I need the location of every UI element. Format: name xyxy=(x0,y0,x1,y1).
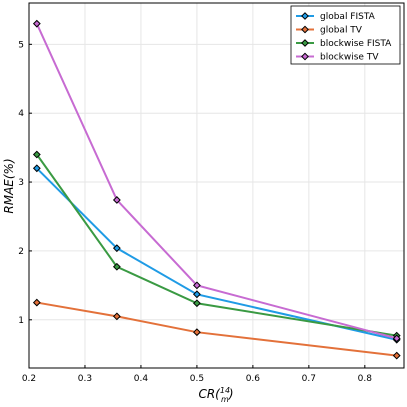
data-point xyxy=(112,312,121,321)
legend-item: blockwise FISTA xyxy=(296,39,392,49)
legend-marker xyxy=(301,25,309,34)
y-tick-label: 1 xyxy=(18,316,24,326)
x-tick-label: 0.6 xyxy=(246,374,261,384)
x-axis-label-main: CR( xyxy=(198,387,221,401)
data-point xyxy=(392,334,401,343)
y-tick-label: 3 xyxy=(18,178,24,188)
legend-item: blockwise TV xyxy=(296,53,379,63)
series-0 xyxy=(32,164,401,344)
x-axis-label-fraction-num: 14 xyxy=(220,386,230,395)
x-tick-label: 0.3 xyxy=(78,374,92,384)
y-axis-label: RMAE(%) xyxy=(2,158,16,213)
y-tick-label: 5 xyxy=(18,40,24,50)
x-axis-label-fraction-den: m xyxy=(221,395,229,404)
data-point xyxy=(193,299,201,308)
legend-label: global FISTA xyxy=(320,12,376,22)
data-point xyxy=(112,262,121,271)
plot-frame xyxy=(28,2,405,369)
tick-layer: 0.2 0.3 0.4 0.5 0.6 0.7 0.8 1 2 3 4 5 xyxy=(18,40,372,384)
legend-marker xyxy=(301,39,309,47)
legend-label: blockwise FISTA xyxy=(320,39,392,49)
series-layer xyxy=(32,19,401,360)
y-tick-label: 4 xyxy=(18,109,24,119)
data-point xyxy=(193,328,201,337)
x-tick-label: 0.4 xyxy=(134,374,149,384)
series-1 xyxy=(32,298,401,360)
x-tick-label: 0.7 xyxy=(302,374,316,384)
x-tick-label: 0.5 xyxy=(190,374,204,384)
data-point xyxy=(112,244,121,253)
legend: global FISTA global TV blockwise FISTA bloc… xyxy=(290,5,401,65)
series-line xyxy=(36,301,397,357)
x-axis-label: CR(14 m) xyxy=(198,386,233,404)
series-line xyxy=(35,23,397,340)
data-point xyxy=(32,19,41,28)
data-point xyxy=(32,164,41,173)
data-point xyxy=(193,290,201,299)
legend-label: blockwise TV xyxy=(320,53,379,63)
data-point xyxy=(32,150,41,159)
series-3 xyxy=(32,19,401,343)
x-tick-label: 0.8 xyxy=(358,374,373,384)
y-tick-label: 2 xyxy=(18,247,24,257)
legend-items: global FISTA global TV blockwise FISTA bloc… xyxy=(296,12,392,63)
legend-marker xyxy=(301,12,309,20)
data-point xyxy=(193,281,201,290)
legend-marker xyxy=(301,52,309,61)
x-axis-label-close: ) xyxy=(228,387,234,401)
series-line xyxy=(36,153,397,337)
series-line xyxy=(36,167,397,341)
x-tick-label: 0.2 xyxy=(22,374,36,384)
data-point xyxy=(112,196,121,204)
legend-item: global FISTA xyxy=(296,12,376,22)
legend-label: global TV xyxy=(320,26,363,36)
data-point xyxy=(32,298,41,307)
data-point xyxy=(392,351,401,360)
legend-item: global TV xyxy=(296,26,363,36)
